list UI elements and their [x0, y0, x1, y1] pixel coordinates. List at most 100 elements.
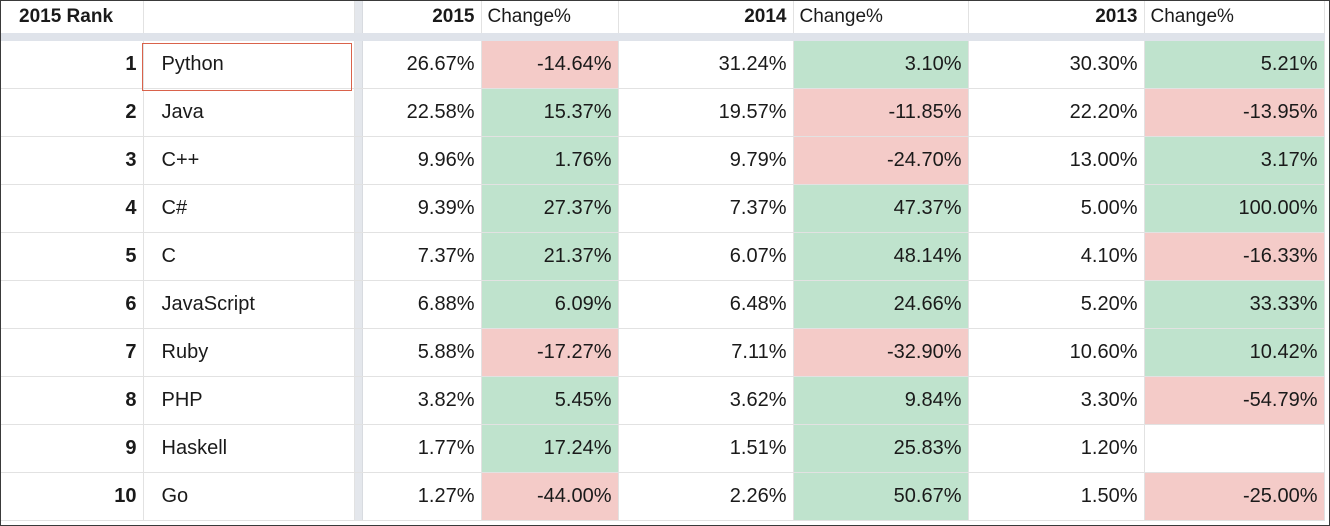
table-header: 2015 Rank 2015 Change% 2014 Change% 2013… [1, 1, 1325, 41]
share-2014-cell[interactable]: 19.57% [618, 88, 794, 137]
change-2014-cell[interactable]: 47.37% [793, 184, 969, 233]
change-2013-cell[interactable]: 5.21% [1144, 37, 1325, 89]
share-2015-cell[interactable]: 22.58% [362, 88, 482, 137]
share-2015-cell[interactable]: 9.96% [362, 136, 482, 185]
change-2013-cell[interactable] [1144, 424, 1325, 473]
table-row: 1 Python 26.67% -14.64% 31.24% 3.10% 30.30% 5.2… [1, 37, 1325, 89]
change-2015-cell[interactable]: 1.76% [481, 136, 619, 185]
rank-cell[interactable]: 9 [1, 424, 144, 473]
change-2013-cell[interactable]: -16.33% [1144, 232, 1325, 281]
share-2015-cell[interactable]: 1.77% [362, 424, 482, 473]
rank-cell[interactable]: 7 [1, 328, 144, 377]
change-2013-cell[interactable]: 33.33% [1144, 280, 1325, 329]
header-change-2013[interactable]: Change% [1144, 1, 1325, 41]
change-2014-cell[interactable]: 24.66% [793, 280, 969, 329]
change-2015-cell[interactable]: 17.24% [481, 424, 619, 473]
change-2015-cell[interactable]: 6.09% [481, 280, 619, 329]
table-row: 7 Ruby 5.88% -17.27% 7.11% -32.90% 10.60% 10.42… [1, 328, 1325, 377]
table-row: 3 C++ 9.96% 1.76% 9.79% -24.70% 13.00% 3.17% [1, 136, 1325, 185]
change-2013-cell[interactable]: -54.79% [1144, 376, 1325, 425]
language-cell[interactable]: C++ [143, 136, 355, 185]
share-2014-cell[interactable]: 6.48% [618, 280, 794, 329]
share-2014-cell[interactable]: 9.79% [618, 136, 794, 185]
rank-cell[interactable]: 1 [1, 37, 144, 89]
rank-cell[interactable]: 4 [1, 184, 144, 233]
change-2014-cell[interactable]: 50.67% [793, 472, 969, 521]
share-2013-cell[interactable]: 1.50% [968, 472, 1145, 521]
share-2014-cell[interactable]: 6.07% [618, 232, 794, 281]
rank-cell[interactable]: 6 [1, 280, 144, 329]
language-cell[interactable]: Haskell [143, 424, 355, 473]
language-cell[interactable]: Go [143, 472, 355, 521]
header-change-2014[interactable]: Change% [793, 1, 969, 41]
share-2013-cell[interactable]: 3.30% [968, 376, 1145, 425]
change-2014-cell[interactable]: 3.10% [793, 37, 969, 89]
rank-cell[interactable]: 10 [1, 472, 144, 521]
language-cell[interactable]: JavaScript [143, 280, 355, 329]
share-2015-cell[interactable]: 7.37% [362, 232, 482, 281]
header-2015[interactable]: 2015 [362, 1, 482, 41]
change-2014-cell[interactable]: 9.84% [793, 376, 969, 425]
share-2013-cell[interactable]: 10.60% [968, 328, 1145, 377]
language-cell[interactable]: C [143, 232, 355, 281]
share-2015-cell[interactable]: 3.82% [362, 376, 482, 425]
change-2014-cell[interactable]: 25.83% [793, 424, 969, 473]
column-separator [354, 424, 363, 473]
header-2014[interactable]: 2014 [618, 1, 794, 41]
share-2015-cell[interactable]: 26.67% [362, 37, 482, 89]
share-2015-cell[interactable]: 6.88% [362, 280, 482, 329]
header-language[interactable] [143, 1, 355, 41]
share-2014-cell[interactable]: 31.24% [618, 37, 794, 89]
header-change-2015[interactable]: Change% [481, 1, 619, 41]
header-rank[interactable]: 2015 Rank [1, 1, 144, 41]
share-2014-cell[interactable]: 2.26% [618, 472, 794, 521]
column-separator [354, 37, 363, 89]
share-2015-cell[interactable]: 9.39% [362, 184, 482, 233]
change-2013-cell[interactable]: 100.00% [1144, 184, 1325, 233]
change-2015-cell[interactable]: 5.45% [481, 376, 619, 425]
change-2015-cell[interactable]: -14.64% [481, 37, 619, 89]
share-2013-cell[interactable]: 30.30% [968, 37, 1145, 89]
table-row: 2 Java 22.58% 15.37% 19.57% -11.85% 22.20% -13.… [1, 88, 1325, 137]
column-separator [354, 472, 363, 521]
change-2015-cell[interactable]: 15.37% [481, 88, 619, 137]
change-2013-cell[interactable]: 3.17% [1144, 136, 1325, 185]
share-2013-cell[interactable]: 1.20% [968, 424, 1145, 473]
share-2013-cell[interactable]: 4.10% [968, 232, 1145, 281]
share-2013-cell[interactable]: 5.20% [968, 280, 1145, 329]
share-2013-cell[interactable]: 5.00% [968, 184, 1145, 233]
share-2015-cell[interactable]: 1.27% [362, 472, 482, 521]
share-2014-cell[interactable]: 7.37% [618, 184, 794, 233]
column-separator [354, 376, 363, 425]
language-cell[interactable]: PHP [143, 376, 355, 425]
share-2014-cell[interactable]: 1.51% [618, 424, 794, 473]
change-2014-cell[interactable]: -11.85% [793, 88, 969, 137]
change-2015-cell[interactable]: 21.37% [481, 232, 619, 281]
share-2013-cell[interactable]: 13.00% [968, 136, 1145, 185]
rank-cell[interactable]: 5 [1, 232, 144, 281]
header-2013[interactable]: 2013 [968, 1, 1145, 41]
language-cell[interactable]: C# [143, 184, 355, 233]
share-2015-cell[interactable]: 5.88% [362, 328, 482, 377]
share-2014-cell[interactable]: 3.62% [618, 376, 794, 425]
change-2014-cell[interactable]: 48.14% [793, 232, 969, 281]
change-2013-cell[interactable]: -25.00% [1144, 472, 1325, 521]
change-2013-cell[interactable]: 10.42% [1144, 328, 1325, 377]
change-2015-cell[interactable]: -44.00% [481, 472, 619, 521]
change-2015-cell[interactable]: 27.37% [481, 184, 619, 233]
change-2015-cell[interactable]: -17.27% [481, 328, 619, 377]
table-row: 5 C 7.37% 21.37% 6.07% 48.14% 4.10% -16.33% [1, 232, 1325, 281]
language-cell[interactable]: Python [143, 37, 355, 89]
rank-cell[interactable]: 3 [1, 136, 144, 185]
share-2013-cell[interactable]: 22.20% [968, 88, 1145, 137]
language-cell[interactable]: Java [143, 88, 355, 137]
rank-cell[interactable]: 2 [1, 88, 144, 137]
language-cell[interactable]: Ruby [143, 328, 355, 377]
change-2014-cell[interactable]: -24.70% [793, 136, 969, 185]
table-row: 9 Haskell 1.77% 17.24% 1.51% 25.83% 1.20% [1, 424, 1325, 473]
rank-cell[interactable]: 8 [1, 376, 144, 425]
change-2013-cell[interactable]: -13.95% [1144, 88, 1325, 137]
change-2014-cell[interactable]: -32.90% [793, 328, 969, 377]
share-2014-cell[interactable]: 7.11% [618, 328, 794, 377]
